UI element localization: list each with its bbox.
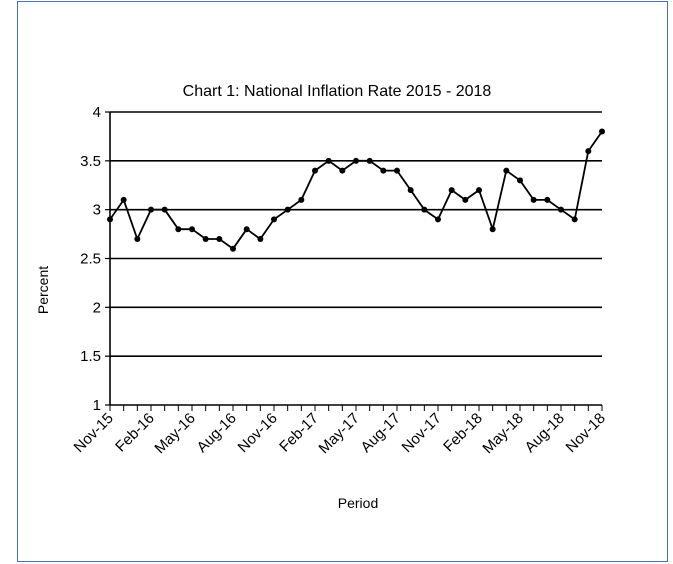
data-point-28 [490, 226, 496, 232]
data-point-16 [326, 158, 332, 164]
x-tick-label-8: Nov-17 [399, 410, 445, 456]
data-point-10 [244, 226, 250, 232]
data-point-9 [230, 246, 236, 252]
data-point-34 [572, 216, 578, 222]
x-tick-label-11: Aug-18 [522, 410, 568, 456]
data-point-24 [435, 216, 441, 222]
data-point-11 [257, 236, 263, 242]
y-axis-ticks: 1 1.5 2 2.5 3 3.5 4 [80, 104, 110, 414]
x-tick-label-4: Nov-16 [235, 410, 281, 456]
data-point-19 [367, 158, 373, 164]
x-tick-label-6: May-17 [315, 410, 362, 457]
x-tick-label-3: Aug-16 [194, 410, 240, 456]
data-point-3 [148, 207, 154, 213]
data-point-8 [216, 236, 222, 242]
data-point-6 [189, 226, 195, 232]
y-tick-label-5: 3.5 [80, 153, 101, 170]
data-point-0 [107, 216, 113, 222]
x-tick-label-9: Feb-18 [440, 410, 486, 456]
data-point-31 [531, 197, 537, 203]
x-tick-label-12: Nov-18 [563, 410, 609, 456]
data-point-14 [298, 197, 304, 203]
data-point-2 [134, 236, 140, 242]
x-tick-label-5: Feb-17 [276, 410, 322, 456]
data-point-33 [558, 207, 564, 213]
data-point-17 [339, 168, 345, 174]
data-point-13 [285, 207, 291, 213]
y-tick-label-0: 1 [93, 397, 101, 414]
y-tick-label-6: 4 [93, 104, 101, 121]
x-tick-label-10: May-18 [479, 410, 526, 457]
x-tick-label-7: Aug-17 [358, 410, 404, 456]
x-axis-ticks: Nov-15Feb-16May-16Aug-16Nov-16Feb-17May-… [71, 405, 609, 457]
y-tick-label-1: 1.5 [80, 348, 101, 365]
x-axis-label: Period [338, 495, 378, 511]
data-point-7 [203, 236, 209, 242]
gridlines [110, 112, 602, 356]
data-point-20 [380, 168, 386, 174]
y-tick-label-2: 2 [93, 299, 101, 316]
data-point-4 [162, 207, 168, 213]
data-point-23 [421, 207, 427, 213]
data-point-21 [394, 168, 400, 174]
data-point-32 [544, 197, 550, 203]
data-points [107, 129, 605, 252]
series-line [110, 132, 602, 249]
y-axis-label: Percent [35, 266, 51, 314]
data-point-30 [517, 177, 523, 183]
y-tick-label-4: 3 [93, 202, 101, 219]
data-point-27 [476, 187, 482, 193]
chart-title: Chart 1: National Inflation Rate 2015 - … [183, 83, 492, 100]
data-point-15 [312, 168, 318, 174]
data-point-1 [121, 197, 127, 203]
data-point-36 [599, 129, 605, 135]
data-point-26 [462, 197, 468, 203]
data-point-18 [353, 158, 359, 164]
data-point-29 [503, 168, 509, 174]
x-tick-label-1: Feb-16 [112, 410, 158, 456]
x-tick-label-0: Nov-15 [71, 410, 117, 456]
x-tick-label-2: May-16 [151, 410, 198, 457]
data-point-35 [585, 148, 591, 154]
data-point-5 [175, 226, 181, 232]
data-point-22 [408, 187, 414, 193]
data-point-25 [449, 187, 455, 193]
data-point-12 [271, 216, 277, 222]
y-tick-label-3: 2.5 [80, 251, 101, 268]
